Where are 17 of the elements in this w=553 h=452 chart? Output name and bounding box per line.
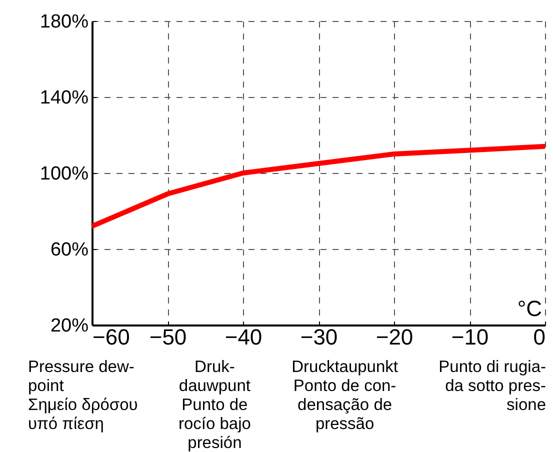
y-tick-label: 100% [40,164,89,184]
y-tick-label: 180% [40,12,89,32]
y-tick-label: 60% [50,240,89,260]
x-tick-label: −60 [92,324,130,350]
x-tick-label: −10 [451,324,489,350]
y-tick-label: 20% [50,316,89,336]
x-tick-label: −40 [224,324,262,350]
text: Pressure dew- point Σημείο δρόσου υπό πίεση [28,358,138,435]
x-tick-label: 0 [533,324,546,350]
x-tick-label: −30 [300,324,338,350]
text: Punto di rugia- da sotto pres- sione [438,358,546,416]
x-tick-label: −50 [149,324,187,350]
x-axis-title: °C [517,296,542,321]
y-tick-label: 140% [40,88,89,108]
text: Druk- dauwpunt Punto de rocío bajo presión [178,358,251,452]
x-tick-label: −20 [376,324,414,350]
text: Drucktaupunkt Ponto de con- densação de pressão [292,358,398,435]
